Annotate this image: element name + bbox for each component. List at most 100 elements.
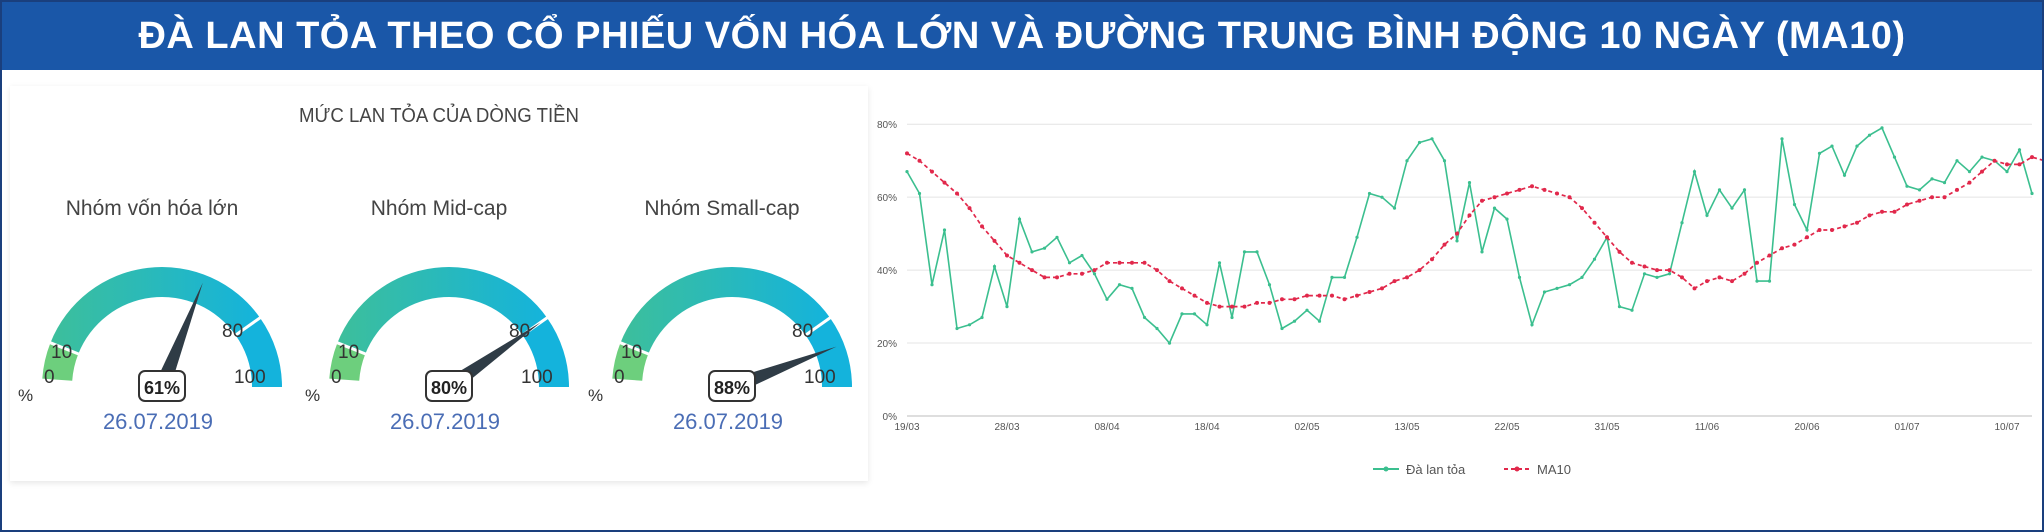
ma10-series-point — [1205, 300, 1209, 305]
ma10-series-point — [1317, 293, 1322, 298]
spread-series-point — [2005, 170, 2009, 174]
spread-series-point — [1292, 319, 1297, 323]
spread-series-point — [942, 228, 947, 232]
spread-series-point — [1205, 323, 1209, 327]
gauge-tick-label: 0 — [614, 367, 625, 388]
ma10-series-point — [905, 151, 909, 156]
spread-series-point — [1192, 312, 1197, 316]
ma10-series-point — [955, 191, 959, 196]
chart-y-tick-label: 20% — [877, 339, 897, 350]
spread-series-point — [1255, 250, 1259, 254]
ma10-series-point — [1092, 268, 1097, 273]
ma10-series-point — [1867, 213, 1872, 218]
ma10-series-point — [1467, 213, 1472, 218]
spread-series-point — [980, 315, 984, 320]
spread-series-point — [1167, 341, 1172, 345]
gauge-arc-main — [620, 267, 831, 354]
ma10-series-point — [1005, 253, 1009, 258]
gauge-percent-label: % — [305, 386, 320, 405]
ma10-series-point — [2030, 155, 2034, 160]
spread-series-point — [1730, 206, 1734, 210]
gauge-date: 26.07.2019 — [390, 409, 500, 434]
ma10-series-point — [1167, 279, 1172, 284]
ma10-series-point — [1580, 206, 1584, 211]
ma10-series-point — [942, 180, 947, 185]
gauge-tick-label: 100 — [804, 367, 836, 388]
line-chart: 0% 20% 40% 60% 80% 19/03 28/03 08/04 18/04 02/05 1… — [877, 120, 2042, 477]
spread-series-point — [1467, 181, 1472, 185]
spread-series-point — [1780, 137, 1784, 141]
spread-series-point — [1442, 159, 1447, 163]
spread-series-point — [1655, 275, 1659, 279]
ma10-series-point — [1505, 191, 1509, 196]
spread-series-point — [1355, 235, 1359, 239]
spread-series-point — [1592, 257, 1597, 261]
legend-item: Đà lan tỏa — [1373, 462, 1466, 477]
chart-y-tick-label: 0% — [883, 412, 898, 423]
ma10-series-point — [1117, 260, 1122, 265]
spread-series-point — [1030, 250, 1034, 254]
gauge-tick-label: 0 — [44, 367, 55, 388]
ma10-series-point — [1567, 195, 1572, 200]
spread-series-point — [1867, 133, 1872, 137]
chart-x-tick-label: 20/06 — [1794, 422, 1819, 433]
spread-series-point — [2017, 148, 2022, 152]
line-chart-panel: 0% 20% 40% 60% 80% 19/03 28/03 08/04 18/04 02/05 1… — [870, 106, 2042, 506]
ma10-series-point — [1842, 224, 1847, 229]
ma10-series-point — [1767, 253, 1772, 258]
spread-series-point — [1892, 155, 1897, 159]
gauge-title: Nhóm Mid-cap — [371, 197, 508, 220]
chart-x-tick-label: 13/05 — [1394, 422, 1419, 433]
chart-y-tick-label: 40% — [877, 266, 897, 277]
gauge-tick-label: 80 — [792, 321, 813, 342]
ma10-series-point — [1355, 293, 1359, 298]
ma10-series-point — [917, 158, 922, 163]
ma10-series-point — [992, 238, 997, 243]
ma10-series-point — [1430, 257, 1434, 262]
ma10-series-point — [1880, 209, 1884, 214]
spread-series-point — [1517, 275, 1522, 279]
ma10-series-point — [1417, 268, 1422, 273]
spread-series-point — [1317, 319, 1322, 323]
spread-series-point — [1042, 246, 1047, 250]
spread-series-point — [1267, 283, 1272, 287]
spread-series-point — [1742, 188, 1747, 192]
ma10-series-point — [1230, 304, 1234, 309]
gauge-arc-low — [329, 342, 366, 381]
spread-series-point — [1717, 188, 1722, 192]
spread-series-point — [1480, 250, 1484, 254]
ma10-series-point — [1655, 268, 1659, 273]
spread-series-point — [1642, 272, 1647, 276]
spread-series-point — [1242, 250, 1247, 254]
ma10-series-point — [1955, 187, 1959, 192]
ma10-series-point — [1630, 260, 1634, 265]
chart-x-tick-label: 08/04 — [1094, 422, 1119, 433]
gauge-tick-label: 100 — [521, 367, 553, 388]
chart-x-tick-label: 11/06 — [1695, 422, 1720, 433]
ma10-series-point — [930, 169, 934, 174]
ma10-series-point — [1905, 202, 1909, 207]
ma10-series-point — [1667, 268, 1672, 273]
gauge-value-label: 80% — [431, 378, 467, 398]
spread-series — [905, 126, 2034, 345]
gauge-tick-label: 10 — [338, 342, 359, 363]
legend-item: MA10 — [1504, 462, 1571, 477]
ma10-series-point — [1442, 242, 1447, 247]
gauge-arc-main — [50, 267, 261, 354]
gauge-date: 26.07.2019 — [103, 409, 213, 434]
ma10-series-point — [1180, 286, 1184, 291]
chart-x-tick-label: 02/05 — [1294, 422, 1319, 433]
legend-marker — [1383, 466, 1389, 472]
gauge-arc-main — [337, 267, 548, 354]
spread-series-point — [1555, 286, 1559, 290]
spread-series-point — [1930, 177, 1934, 181]
spread-series-point — [1905, 184, 1909, 188]
gauge-separator — [48, 341, 80, 356]
legend-label: Đà lan tỏa — [1406, 462, 1466, 477]
spread-series-point — [1955, 159, 1959, 163]
ma10-series-point — [1817, 228, 1822, 232]
gauge-separator — [618, 341, 650, 356]
spread-series-point — [930, 283, 934, 287]
spread-series-point — [1055, 235, 1059, 239]
spread-series-point — [1805, 228, 1809, 232]
